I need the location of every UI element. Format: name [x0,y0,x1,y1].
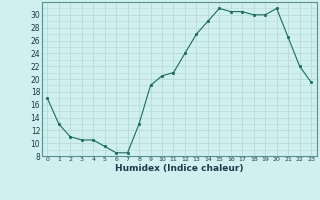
X-axis label: Humidex (Indice chaleur): Humidex (Indice chaleur) [115,164,244,173]
